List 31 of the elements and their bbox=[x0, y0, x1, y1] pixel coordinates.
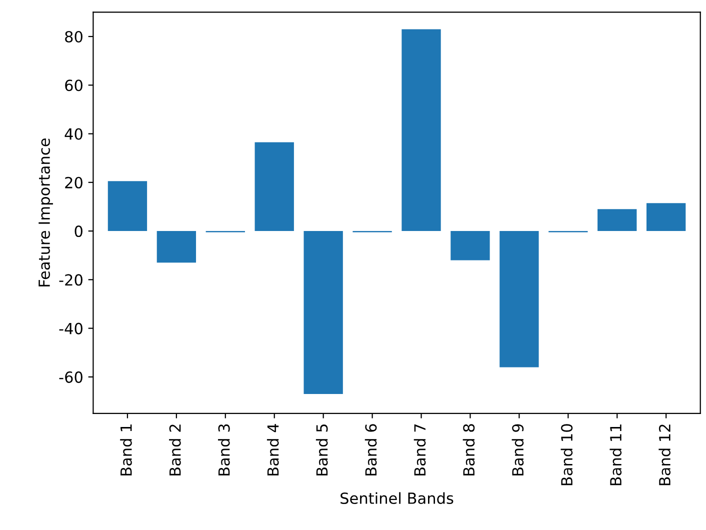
x-tick-label: Band 4 bbox=[266, 424, 279, 476]
bar bbox=[450, 231, 490, 260]
bar bbox=[304, 231, 343, 394]
x-tick-label: Band 10 bbox=[560, 424, 573, 486]
x-tick-label: Band 2 bbox=[169, 424, 181, 476]
bar bbox=[402, 29, 441, 232]
y-tick-label: 20 bbox=[65, 176, 82, 188]
x-tick-label: Band 3 bbox=[218, 424, 230, 476]
x-tick-label: Band 9 bbox=[512, 424, 524, 476]
bar bbox=[646, 203, 686, 232]
y-tick-label: -20 bbox=[59, 274, 82, 286]
x-tick-label: Band 11 bbox=[610, 424, 622, 486]
bar bbox=[156, 231, 196, 263]
x-tick-label: Band 8 bbox=[462, 424, 475, 476]
x-tick-label: Band 12 bbox=[658, 424, 671, 486]
x-tick-label: Band 7 bbox=[414, 424, 426, 476]
y-axis-title: Feature Importance bbox=[38, 138, 53, 286]
bar bbox=[108, 181, 148, 232]
y-tick-label: -40 bbox=[59, 322, 82, 334]
y-tick-label: -60 bbox=[59, 371, 82, 383]
x-tick-label: Band 1 bbox=[120, 424, 132, 476]
bar bbox=[598, 209, 637, 232]
x-tick-label: Band 5 bbox=[316, 424, 328, 476]
y-tick-label: 80 bbox=[65, 30, 82, 43]
y-tick-label: 60 bbox=[65, 80, 82, 92]
y-tick-label: 40 bbox=[64, 128, 82, 140]
bar bbox=[500, 231, 539, 368]
bar bbox=[254, 142, 294, 232]
y-tick-label: 0 bbox=[74, 225, 82, 238]
x-axis-title: Sentinel Bands bbox=[340, 492, 454, 504]
x-tick-label: Band 6 bbox=[364, 424, 377, 476]
